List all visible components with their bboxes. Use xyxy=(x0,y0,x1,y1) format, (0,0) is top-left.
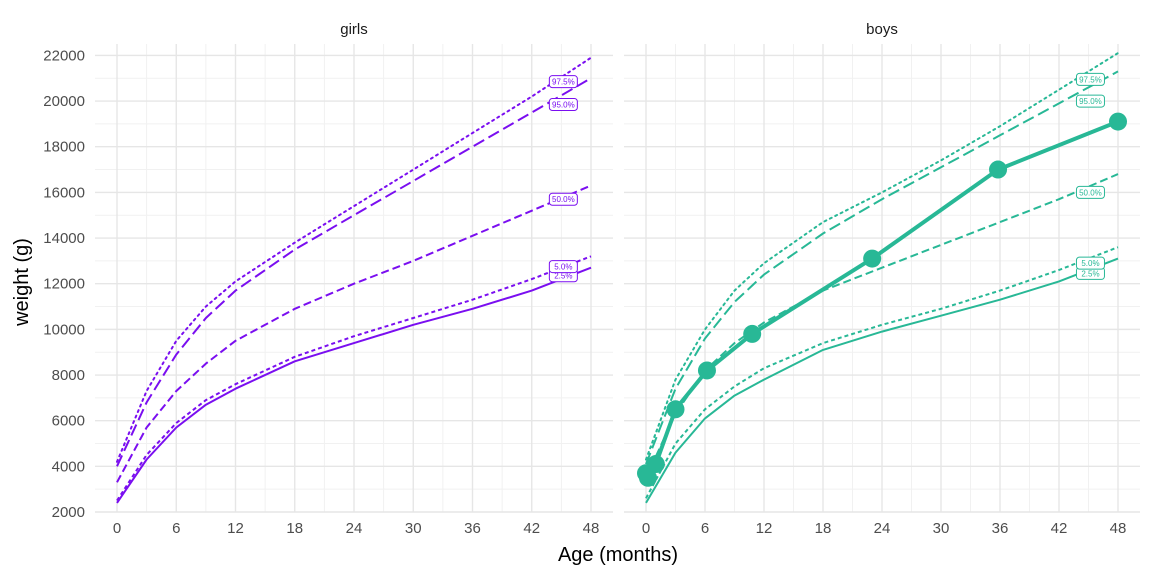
percentile-line xyxy=(645,246,1119,499)
observed-weight-point xyxy=(989,160,1008,179)
x-tick-label: 24 xyxy=(346,520,363,537)
y-tick-label: 10000 xyxy=(43,321,85,338)
y-tick-label: 16000 xyxy=(43,184,85,201)
observed-weight-point xyxy=(638,468,657,487)
percentile-label: 97.5% xyxy=(548,75,578,89)
percentile-label: 5.0% xyxy=(548,260,578,274)
x-tick-label: 30 xyxy=(405,520,422,537)
percentile-label: 95.0% xyxy=(1075,94,1105,108)
svg-text:5.0%: 5.0% xyxy=(1081,259,1099,268)
y-tick-label: 20000 xyxy=(43,93,85,110)
percentile-line xyxy=(116,184,592,483)
x-axis-title: Age (months) xyxy=(558,544,678,566)
x-tick-label: 12 xyxy=(756,520,773,537)
y-tick-label: 22000 xyxy=(43,47,85,64)
x-tick-label: 24 xyxy=(874,520,891,537)
percentile-line xyxy=(116,56,592,463)
panel-title: girls xyxy=(340,21,368,38)
x-tick-label: 42 xyxy=(523,520,540,537)
svg-text:95.0%: 95.0% xyxy=(552,100,575,109)
percentile-label: 5.0% xyxy=(1075,256,1105,270)
x-tick-label: 0 xyxy=(113,520,121,537)
x-tick-label: 36 xyxy=(992,520,1009,537)
y-axis-ticks: 2000 4000 6000 8000 10000 12000 14000 16000 1800… xyxy=(43,47,85,521)
y-tick-label: 8000 xyxy=(52,367,85,384)
percentile-label: 50.0% xyxy=(1075,185,1105,199)
panel-girls: girls 0 6 12 18 24 30 36 42 48 2.5%5.0% 50.0% 95.0% 9… xyxy=(95,21,613,537)
x-tick-label: 6 xyxy=(172,520,180,537)
x-tick-label: 18 xyxy=(815,520,832,537)
x-tick-label: 12 xyxy=(227,520,244,537)
y-tick-label: 6000 xyxy=(52,413,85,430)
x-tick-label: 6 xyxy=(701,520,709,537)
observed-weight-point xyxy=(1109,112,1127,131)
y-tick-label: 12000 xyxy=(43,276,85,293)
x-tick-label: 48 xyxy=(583,520,600,537)
panel-boys: boys 0 6 12 18 24 30 36 42 48 2.5%5.0% 50.0% 95.0% 97… xyxy=(624,21,1140,537)
y-tick-label: 2000 xyxy=(52,504,85,521)
percentile-line xyxy=(116,266,592,504)
y-tick-label: 18000 xyxy=(43,139,85,156)
svg-text:5.0%: 5.0% xyxy=(554,263,572,272)
x-tick-label: 42 xyxy=(1051,520,1068,537)
svg-text:2.5%: 2.5% xyxy=(554,272,572,281)
x-tick-label: 18 xyxy=(286,520,303,537)
observed-weight-point xyxy=(646,455,665,474)
percentile-label: 50.0% xyxy=(548,192,578,206)
percentile-line xyxy=(645,52,1119,461)
y-tick-label: 14000 xyxy=(43,230,85,247)
percentile-line xyxy=(645,70,1119,465)
observed-weight-point xyxy=(666,400,685,419)
y-axis-title: weight (g) xyxy=(11,238,33,327)
x-tick-label: 30 xyxy=(933,520,950,537)
percentile-label: 95.0% xyxy=(548,97,578,111)
observed-weight-point xyxy=(743,324,762,343)
percentile-label: 2.5% xyxy=(1075,266,1105,280)
svg-text:95.0%: 95.0% xyxy=(1079,97,1102,106)
svg-text:97.5%: 97.5% xyxy=(552,78,575,87)
percentile-line xyxy=(645,257,1119,504)
percentile-label: 97.5% xyxy=(1075,72,1105,86)
percentile-line xyxy=(116,77,592,467)
percentile-line xyxy=(116,255,592,502)
svg-text:97.5%: 97.5% xyxy=(1079,75,1102,84)
y-tick-label: 4000 xyxy=(52,458,85,475)
svg-text:2.5%: 2.5% xyxy=(1081,269,1099,278)
x-tick-label: 0 xyxy=(642,520,650,537)
svg-text:50.0%: 50.0% xyxy=(552,195,575,204)
observed-weight-point xyxy=(863,249,882,268)
observed-weight-point xyxy=(697,361,716,380)
panel-title: boys xyxy=(866,21,898,38)
x-tick-label: 36 xyxy=(464,520,481,537)
x-tick-label: 48 xyxy=(1110,520,1127,537)
svg-text:50.0%: 50.0% xyxy=(1079,188,1102,197)
